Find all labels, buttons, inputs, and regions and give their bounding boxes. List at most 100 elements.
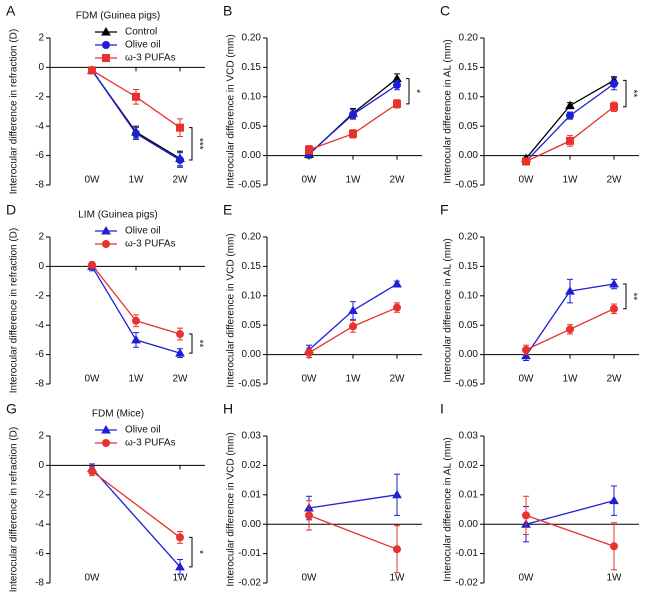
y-axis-label: Interocular difference in AL (mm) <box>443 437 454 582</box>
y-axis-label: Interocular difference in AL (mm) <box>443 39 454 184</box>
data-point <box>393 545 401 554</box>
data-point <box>305 511 313 520</box>
data-point <box>349 110 357 119</box>
y-tick-label: 0.05 <box>459 320 479 331</box>
series-line <box>525 514 615 547</box>
data-point <box>175 348 185 357</box>
data-point <box>349 322 357 331</box>
data-point <box>609 279 619 288</box>
x-tick-label: 0W <box>519 175 535 186</box>
x-tick-label: 1W <box>563 374 579 385</box>
x-tick-label: 0W <box>85 573 101 584</box>
y-axis-label: Interocular difference in AL (mm) <box>443 238 454 383</box>
y-tick-label: 0.03 <box>459 431 479 442</box>
y-tick-label: 0.20 <box>459 33 479 44</box>
x-tick-label: 2W <box>390 374 406 385</box>
y-tick-label: 0.10 <box>459 91 479 102</box>
data-point <box>393 81 401 90</box>
y-tick-label: -6 <box>35 150 44 161</box>
data-point <box>565 286 575 295</box>
y-tick-label: 0.01 <box>242 489 262 500</box>
y-tick-label: 0.05 <box>459 121 479 132</box>
panel-letter: H <box>223 401 233 417</box>
significance-label: ** <box>627 90 638 98</box>
significance-bracket <box>189 127 193 161</box>
y-tick-label: 0.03 <box>242 431 262 442</box>
legend-label: Olive oil <box>125 40 161 51</box>
significance-bracket <box>189 333 193 354</box>
panel-letter: D <box>6 202 16 218</box>
y-tick-label: -0.02 <box>238 578 261 589</box>
data-point <box>393 303 401 312</box>
y-tick-label: -0.01 <box>238 548 261 559</box>
y-tick-label: -0.05 <box>238 379 261 390</box>
y-tick-label: -4 <box>35 519 44 530</box>
x-tick-label: 1W <box>390 573 406 584</box>
y-tick-label: 0.02 <box>242 460 262 471</box>
significance-label: * <box>193 550 204 554</box>
y-tick-label: -6 <box>35 548 44 559</box>
panel-letter: B <box>223 3 232 19</box>
legend-marker <box>102 439 110 447</box>
significance-label: ** <box>627 292 638 300</box>
x-tick-label: 2W <box>173 175 189 186</box>
legend-marker <box>101 225 111 235</box>
data-point <box>392 489 402 499</box>
y-tick-label: -2 <box>35 290 44 301</box>
y-tick-label: 0.15 <box>459 261 479 272</box>
y-tick-label: -2 <box>35 91 44 102</box>
x-tick-label: 0W <box>85 175 101 186</box>
data-point <box>176 156 184 165</box>
y-tick-label: -0.05 <box>455 379 478 390</box>
y-axis-label: Interocular difference in VCD (mm) <box>226 432 237 586</box>
data-point <box>176 123 184 132</box>
data-point <box>348 305 358 314</box>
y-axis-label: Interocular difference in refraction (D) <box>9 427 20 592</box>
legend-label: Olive oil <box>125 425 161 436</box>
data-point <box>392 279 402 288</box>
data-point <box>610 304 618 313</box>
y-tick-label: 0.20 <box>242 33 262 44</box>
y-tick-label: 0.00 <box>242 150 262 161</box>
series-line <box>308 494 398 509</box>
legend-marker <box>102 240 110 248</box>
y-tick-label: -0.01 <box>455 548 478 559</box>
y-tick-label: 2 <box>38 232 44 243</box>
legend-label: ω-3 PUFAs <box>125 239 176 250</box>
y-tick-label: 0.10 <box>242 290 262 301</box>
x-tick-label: 0W <box>302 374 318 385</box>
y-tick-label: 0.05 <box>242 121 262 132</box>
data-point <box>610 542 618 551</box>
data-point <box>132 92 140 101</box>
y-tick-label: 0 <box>38 261 44 272</box>
x-tick-label: 1W <box>129 175 145 186</box>
panel-letter: G <box>6 401 17 417</box>
y-tick-label: 0.10 <box>459 290 479 301</box>
x-tick-label: 0W <box>85 374 101 385</box>
legend-label: ω-3 PUFAs <box>125 438 176 449</box>
chart-title: FDM (Mice) <box>92 409 144 420</box>
data-point <box>305 145 313 154</box>
data-point <box>566 136 574 145</box>
y-tick-label: 0.15 <box>459 62 479 73</box>
y-tick-label: -8 <box>35 578 44 589</box>
data-point <box>349 129 357 138</box>
y-tick-label: -0.05 <box>238 180 261 191</box>
legend-marker <box>102 41 110 49</box>
x-tick-label: 0W <box>302 175 318 186</box>
series-line <box>91 470 181 538</box>
data-point <box>610 102 618 111</box>
panel-letter: I <box>440 401 444 417</box>
panel-letter: A <box>6 3 16 19</box>
y-tick-label: -4 <box>35 121 44 132</box>
y-tick-label: 0 <box>38 62 44 73</box>
legend-label: Control <box>125 27 157 38</box>
significance-bracket <box>189 536 193 568</box>
significance-bracket <box>623 283 627 310</box>
legend-marker <box>101 26 111 36</box>
series-line <box>91 467 181 568</box>
series-line <box>91 69 181 161</box>
data-point <box>522 157 530 166</box>
data-point <box>176 330 184 339</box>
